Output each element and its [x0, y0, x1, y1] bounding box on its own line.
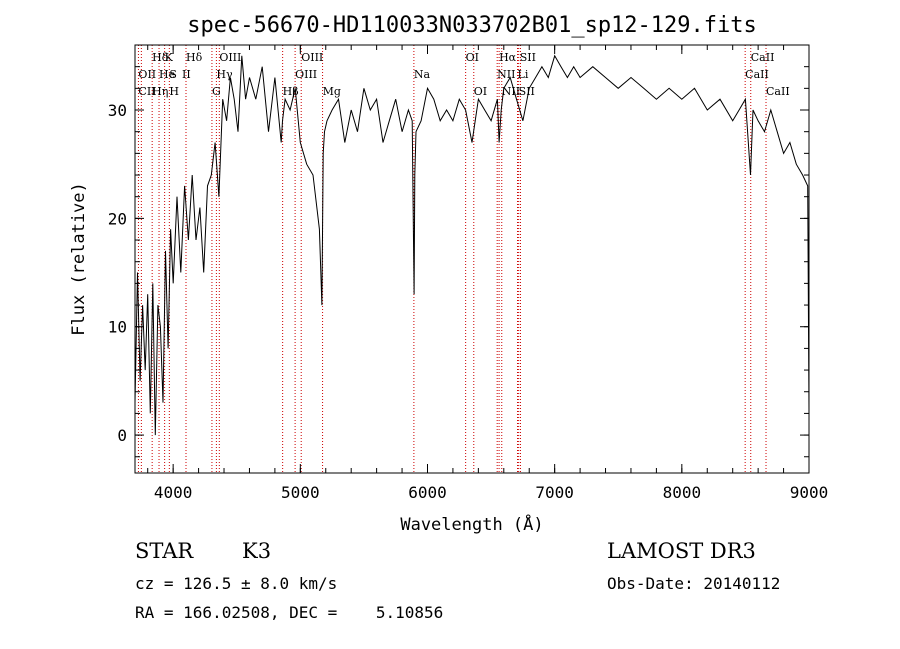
x-tick-label: 4000: [154, 483, 193, 502]
spectral-line-label: Hδ: [152, 51, 169, 64]
spectral-line-label: CaII: [745, 68, 769, 81]
spectral-marker-lines: [137, 45, 767, 473]
spectral-line-label: S: [169, 68, 177, 81]
spectral-line-label: OIII: [301, 51, 323, 64]
x-tick-label: 5000: [281, 483, 320, 502]
spectral-line-label: Hδ: [186, 51, 203, 64]
redshift-value: cz = 126.5 ± 8.0 km/s: [135, 574, 338, 593]
spectral-line-label: K: [165, 51, 174, 64]
x-axis-ticks: 4000 5000 6000 7000 8000 9000: [147, 45, 829, 502]
spectral-line-label: G: [212, 85, 221, 98]
spectral-line-label: Mg: [323, 85, 341, 98]
spectral-line-label: OII: [138, 68, 156, 81]
spectral-line-label: CaII: [751, 51, 775, 64]
spectral-line-label: OI: [466, 51, 479, 64]
x-tick-label: 9000: [790, 483, 829, 502]
spectral-line-label: H: [169, 85, 179, 98]
spectral-line-label: He: [159, 68, 175, 81]
spectral-line-label: CII: [138, 85, 155, 98]
observation-date: Obs-Date: 20140112: [607, 574, 781, 593]
coordinates: RA = 166.02508, DEC = 5.10856: [135, 603, 444, 622]
plot-frame: [134, 44, 810, 474]
spectral-line-label: Li: [518, 68, 529, 81]
y-axis-ticks: 0 10 20 30: [108, 66, 809, 458]
spectral-line-label: Hγ: [216, 68, 233, 81]
object-subclass: K3: [242, 539, 272, 563]
spectral-line-label: Hα: [499, 51, 517, 64]
spectral-line-label: Na: [414, 68, 431, 81]
spectral-line-label: Hη: [152, 85, 168, 98]
y-axis-label: Flux (relative): [69, 182, 89, 336]
x-tick-label: 7000: [535, 483, 574, 502]
chart-title: spec-56670-HD110033N033702B01_sp12-129.f…: [187, 13, 757, 38]
spectral-line-label: OIII: [219, 51, 241, 64]
survey-name: LAMOST DR3: [607, 539, 756, 563]
spectral-line-label: OI: [474, 85, 487, 98]
x-tick-label: 8000: [663, 483, 702, 502]
y-tick-label: 10: [108, 318, 127, 337]
spectral-line-label: SII: [520, 51, 536, 64]
spectral-line-label: OIII: [295, 68, 317, 81]
spectral-line-label: CaII: [766, 85, 790, 98]
y-tick-label: 30: [108, 101, 127, 120]
spectral-line-label: SII: [519, 85, 535, 98]
spectral-line-label: NII: [497, 68, 515, 81]
spectral-line-label: II: [182, 68, 191, 81]
object-class: STAR: [135, 539, 194, 563]
x-axis-label: Wavelength (Å): [400, 513, 543, 535]
y-tick-label: 0: [117, 426, 127, 445]
y-tick-label: 20: [108, 209, 127, 228]
spectrum-series-line: [134, 54, 810, 436]
spectral-line-label: Hβ: [283, 85, 299, 98]
x-tick-label: 6000: [408, 483, 447, 502]
